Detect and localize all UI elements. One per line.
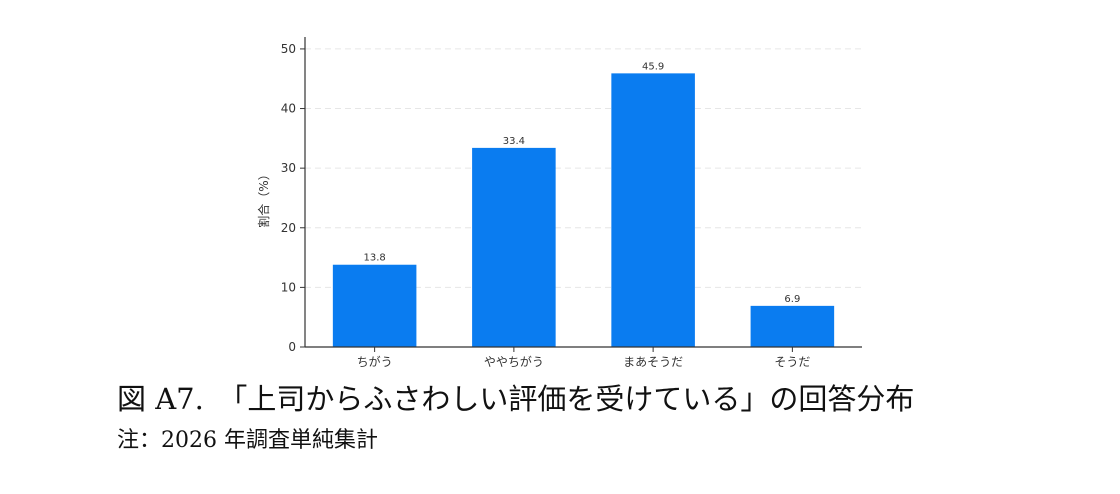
bar-chart: 13.8 33.4 45.9 6.9 0 10 20 30 40 50 ちがう ややちがう まあそう… [256, 37, 862, 369]
bar [750, 305, 835, 347]
x-tick-label: ちがう [357, 354, 393, 369]
bar-data-label: 6.9 [784, 294, 800, 305]
x-tick-label: ややちがう [484, 354, 544, 369]
axes [304, 37, 862, 348]
y-tick-label: 0 [288, 340, 296, 354]
bar [332, 264, 417, 347]
bar-data-label: 33.4 [503, 136, 525, 147]
y-tick-label: 50 [281, 42, 296, 56]
bar-data-label: 45.9 [642, 61, 664, 72]
figure-caption: 図 A7. 「上司からふさわしい評価を受けている」の回答分布 [117, 382, 915, 416]
grid-lines [305, 48, 862, 288]
x-tick-label: まあそうだ [623, 355, 683, 369]
figure-note: 注：2026 年調査単純集計 [117, 428, 378, 453]
y-axis-label: 割合（%） [256, 168, 271, 227]
y-tick-label: 10 [281, 280, 296, 294]
y-axis-ticks: 0 10 20 30 40 50 [281, 42, 305, 354]
bars [332, 73, 835, 347]
y-tick-label: 40 [281, 102, 296, 116]
y-tick-label: 20 [281, 221, 296, 235]
x-tick-label: そうだ [774, 355, 810, 369]
bar-data-label: 13.8 [363, 253, 385, 264]
x-axis-ticks: ちがう ややちがう まあそうだ そうだ [357, 347, 810, 369]
y-tick-label: 30 [281, 161, 296, 175]
data-labels: 13.8 33.4 45.9 6.9 [363, 61, 800, 305]
bar [472, 147, 556, 347]
bar [611, 73, 695, 347]
